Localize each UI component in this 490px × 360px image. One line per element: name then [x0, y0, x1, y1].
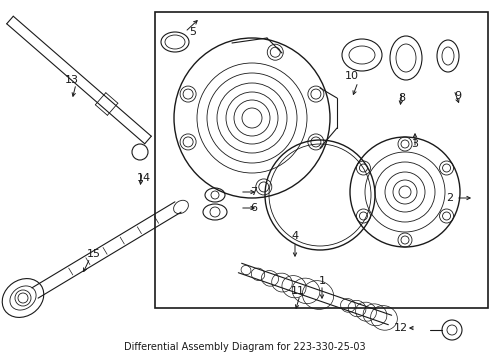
Text: 5: 5	[190, 27, 196, 37]
Text: 9: 9	[454, 91, 462, 101]
Text: 15: 15	[87, 249, 101, 259]
Text: 1: 1	[318, 276, 325, 286]
Text: 12: 12	[394, 323, 408, 333]
Bar	[155, 12, 488, 308]
Text: 3: 3	[412, 139, 418, 149]
Text: 13: 13	[65, 75, 79, 85]
Text: 2: 2	[446, 193, 454, 203]
Text: 7: 7	[250, 187, 257, 197]
Text: 8: 8	[398, 93, 406, 103]
Text: 4: 4	[292, 231, 298, 241]
Text: 11: 11	[291, 286, 305, 296]
Text: 10: 10	[345, 71, 359, 81]
Text: Differential Assembly Diagram for 223-330-25-03: Differential Assembly Diagram for 223-33…	[124, 342, 366, 352]
Text: 14: 14	[137, 173, 151, 183]
Text: 6: 6	[250, 203, 257, 213]
